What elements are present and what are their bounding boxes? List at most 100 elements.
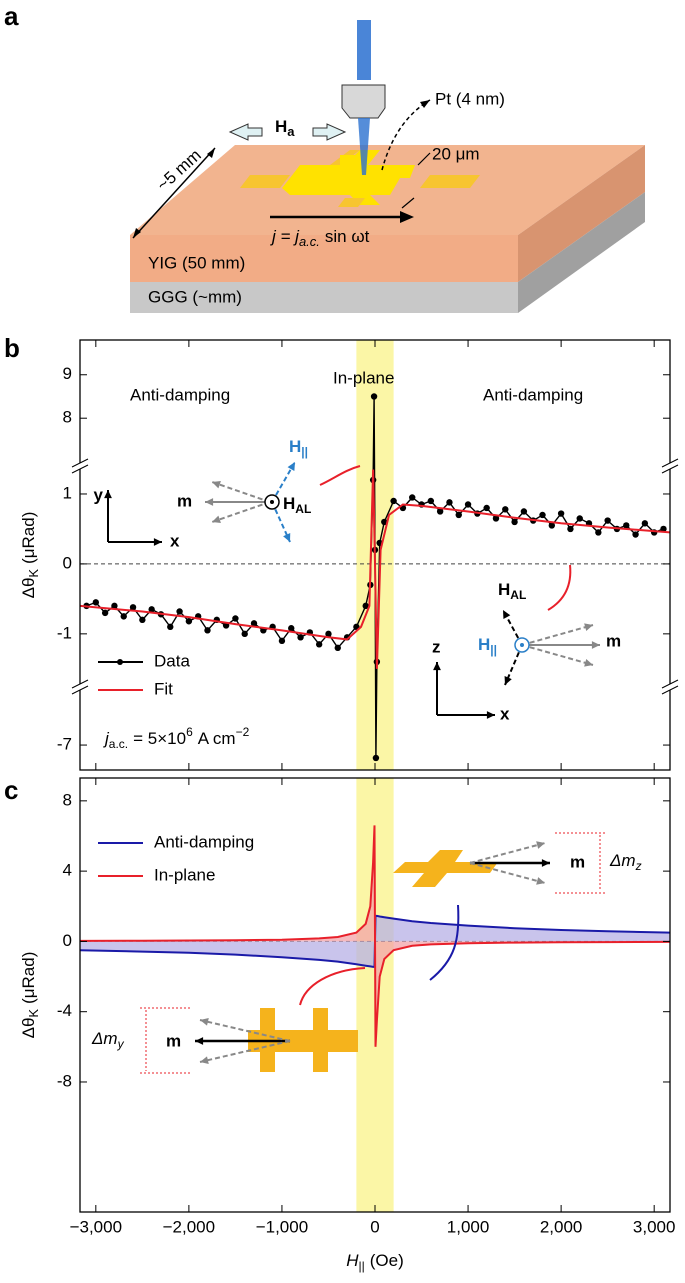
j-unit: A cm [198,729,236,748]
moment-label: m [606,631,621,650]
data-point [409,494,416,501]
y-axis-label: ΔθK (μRad) [19,512,41,599]
y-label-main: Δθ [19,1018,38,1039]
ggg-label: GGG (~mm) [148,287,242,306]
field-label: H|| [478,635,497,657]
data-point [567,525,574,533]
axis-break [72,684,88,690]
data-point [446,499,453,506]
moment-label: m [177,491,192,510]
arrow-head [584,659,593,667]
x-tick-label: 0 [370,1217,379,1236]
data-point [148,606,155,613]
delta-sub: y [117,1037,125,1051]
arrow [469,842,546,864]
legend-label: In-plane [154,865,215,884]
axis-break [71,464,89,474]
pointer [547,564,572,611]
y-tick-label: 4 [63,861,72,880]
data-point [185,618,193,625]
data-point [436,508,444,515]
legend-marker [117,659,123,665]
arrow-head [503,610,511,619]
data-point [278,637,286,645]
y-tick-label: 9 [63,364,72,383]
field-label-sub: AL [295,502,311,516]
pt-strip [393,850,498,887]
legend-label: Anti-damping [154,832,254,851]
moment-label: m [570,852,585,871]
arrow [469,862,546,884]
data-point [92,599,100,606]
data-point [139,616,146,624]
current-label: ja.c. = 5×106 A cm−2 [103,725,250,751]
pt-label: Pt (4 nm) [435,89,505,108]
region-label: Anti-damping [130,385,230,404]
arrow-head [287,462,295,471]
x-tick-label: −1,000 [256,1217,308,1236]
current-main: j = j [270,227,300,246]
data-point [557,510,565,517]
data-point [455,511,462,519]
width-label: 20 μm [432,144,480,163]
arrow-head [486,711,495,719]
region-label: Anti-damping [483,385,583,404]
j-eq: = 5×10 [133,729,186,748]
y-label-sub: K [26,1009,41,1018]
data-point [623,522,630,529]
chart-0: -7 -1 0 1 8 9 ΔθK (μRad) Data Fit [19,339,679,771]
axis-break [661,464,679,474]
arrow-head [536,877,545,885]
arrow-head [536,841,545,849]
data-point [427,497,435,505]
arrow [521,624,594,646]
field-label-main: H [498,580,510,599]
data-point [111,602,118,610]
data-point [464,501,472,508]
data-point [576,515,583,522]
arrow-head [584,623,593,631]
axis-break [661,685,679,695]
field-label-main: H [283,494,295,513]
region-label: In-plane [333,368,394,387]
arrow-head [541,859,550,867]
y-tick-label: -1 [57,623,72,642]
axis-break [72,463,88,469]
data-point [232,615,239,622]
field-label: Ha [275,117,295,139]
y-label-sub: K [26,569,41,578]
data-point [660,525,667,533]
delta-sub: z [635,859,642,873]
arrow-head [212,515,221,524]
axis-break [661,458,679,468]
out-of-plane-dot [270,500,274,504]
data-point [370,393,378,400]
moment-label: m [166,1031,181,1050]
y-tick-label: 0 [63,931,72,950]
chart-1: -8 -4 0 4 8 −3,000 −2,000 −1,000 0 1,000 2,000 3,00… [19,777,675,1273]
arrow-head [283,533,291,542]
x-tick-label: 1,000 [447,1217,490,1236]
arrow-head [504,676,512,685]
y-label-unit: (μRad) [19,512,38,564]
field-label-main: H [289,437,301,456]
y-tick-label: -4 [57,1001,72,1020]
data-point [167,623,174,631]
axis-break [662,463,678,469]
axis-break [71,679,89,689]
field-label-main: H [478,635,490,654]
pointer [299,967,366,1006]
current-rest: sin ωt [325,227,370,246]
delta-main: Δm [609,851,636,870]
y-label-main: Δθ [19,578,38,599]
axis-break [661,679,679,689]
arrow-head [200,1056,209,1064]
data-point [390,497,397,505]
y-tick-label: 8 [63,790,72,809]
data-point [381,518,388,526]
arrow-head [153,538,162,546]
data-point [101,609,109,617]
data-point [315,641,323,648]
x-label-main: H [346,1251,359,1270]
field-main: H [275,117,287,136]
